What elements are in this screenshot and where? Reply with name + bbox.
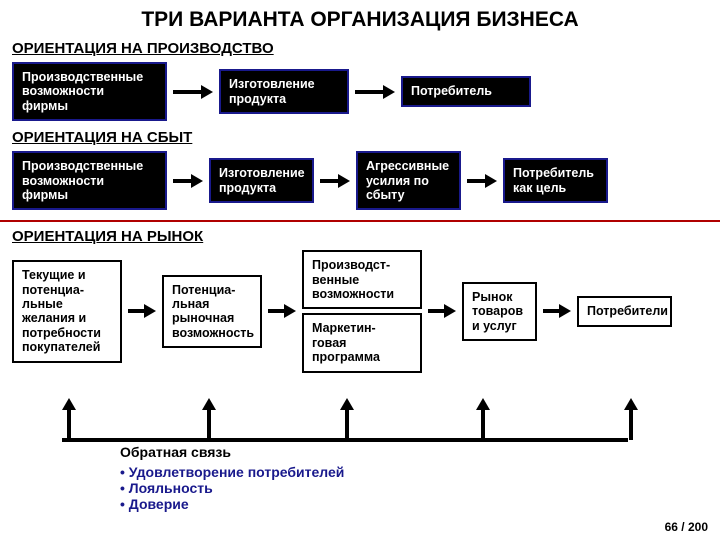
s3-stack: Производст-венныевозможности Маркетин-го…: [302, 250, 422, 372]
feedback-line: [62, 438, 628, 442]
s1-box-3: Потребитель: [401, 76, 531, 106]
section-2-label: ОРИЕНТАЦИЯ НА СБЫТ: [0, 127, 720, 148]
arrow-up-icon: [476, 398, 490, 440]
section-2-row: Производственныевозможностифирмы Изготов…: [0, 148, 720, 216]
s3-box-3a: Производст-венныевозможности: [302, 250, 422, 309]
s3-box-5: Потребители: [577, 296, 672, 326]
s3-box-1: Текущие ипотенциа-льныежелания ипотребно…: [12, 260, 122, 362]
bullet-2: Лояльность: [120, 480, 344, 496]
divider: [0, 220, 720, 222]
feedback-label: Обратная связь: [120, 444, 231, 460]
page-number: 66 / 200: [665, 520, 708, 534]
page-title: ТРИ ВАРИАНТА ОРГАНИЗАЦИЯ БИЗНЕСА: [0, 0, 720, 38]
arrow-right-icon: [173, 174, 203, 188]
bullet-1: Удовлетворение потребителей: [120, 464, 344, 480]
s2-box-1: Производственныевозможностифирмы: [12, 151, 167, 210]
arrow-up-icon: [202, 398, 216, 440]
arrow-right-icon: [355, 85, 395, 99]
arrow-right-icon: [173, 85, 213, 99]
s2-box-3: Агрессивныеусилия посбыту: [356, 151, 461, 210]
arrow-right-icon: [428, 304, 456, 318]
bullet-3: Доверие: [120, 496, 344, 512]
s1-box-1: Производственныевозможностифирмы: [12, 62, 167, 121]
arrow-right-icon: [320, 174, 350, 188]
arrow-up-icon: [62, 398, 76, 440]
arrow-right-icon: [268, 304, 296, 318]
section-1-row: Производственныевозможностифирмы Изготов…: [0, 59, 720, 127]
s1-box-2: Изготовлениепродукта: [219, 69, 349, 114]
arrow-up-icon: [624, 398, 638, 440]
s3-box-2: Потенциа-льнаярыночнаявозможность: [162, 275, 262, 349]
arrow-right-icon: [543, 304, 571, 318]
s2-box-4: Потребителькак цель: [503, 158, 608, 203]
s3-box-4: Рыноктоварови услуг: [462, 282, 537, 341]
feedback-bullets: Удовлетворение потребителей Лояльность Д…: [120, 464, 344, 512]
section-3-label: ОРИЕНТАЦИЯ НА РЫНОК: [0, 226, 720, 247]
arrow-right-icon: [467, 174, 497, 188]
section-3-row: Текущие ипотенциа-льныежелания ипотребно…: [0, 247, 720, 378]
arrow-up-icon: [340, 398, 354, 440]
arrow-right-icon: [128, 304, 156, 318]
section-1-label: ОРИЕНТАЦИЯ НА ПРОИЗВОДСТВО: [0, 38, 720, 59]
s2-box-2: Изготовлениепродукта: [209, 158, 314, 203]
s3-box-3b: Маркетин-говаяпрограмма: [302, 313, 422, 372]
